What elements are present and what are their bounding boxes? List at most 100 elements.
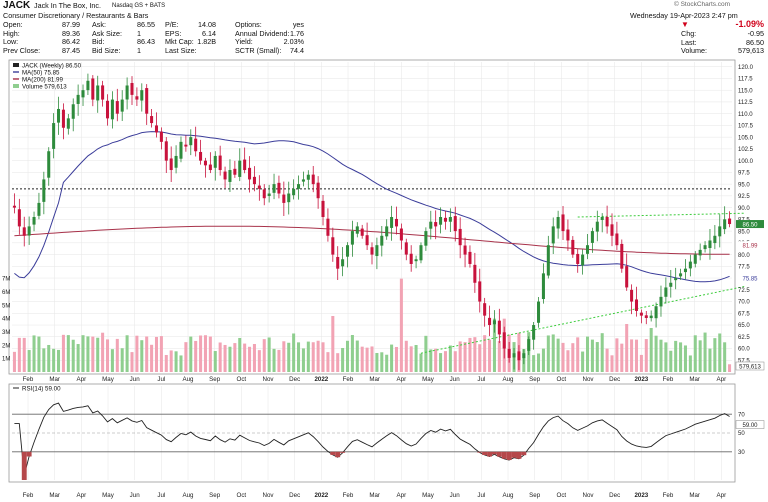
watermark: © StockCharts.com xyxy=(674,1,731,8)
chart-header: JACK Jack In The Box, Inc. Nasdaq GS + B… xyxy=(0,0,768,62)
candle-body xyxy=(605,216,609,227)
last-label: Last: xyxy=(681,37,697,47)
candle-body xyxy=(478,281,482,302)
time-tick-label: Nov xyxy=(262,376,274,383)
price-tick-label: 112.5 xyxy=(738,100,753,106)
candle-body xyxy=(595,221,599,232)
candle-body xyxy=(693,254,697,264)
candle-body xyxy=(566,229,570,241)
candle-body xyxy=(37,202,41,216)
candle-body xyxy=(355,226,359,234)
time-tick-label: Nov xyxy=(262,492,274,499)
volume-bar xyxy=(243,343,247,372)
time-tick-label: Sep xyxy=(209,492,221,499)
candle-body xyxy=(522,353,526,359)
volume-bar xyxy=(76,344,80,372)
candle-body xyxy=(52,123,56,149)
volume-bar xyxy=(399,278,403,372)
time-tick-label: Mar xyxy=(369,376,380,383)
volume-bar xyxy=(154,336,159,372)
open-label: Open: xyxy=(3,20,23,29)
volume-bar xyxy=(605,348,609,372)
volume-bar xyxy=(96,337,100,372)
volume-tick-label: 4M xyxy=(2,317,10,323)
price-tick-label: 80.0 xyxy=(738,253,750,259)
volume-tick-label: 5M xyxy=(2,303,10,309)
volume-bar xyxy=(27,350,31,372)
candle-body xyxy=(502,332,506,349)
candle-body xyxy=(683,268,687,273)
book-values: 86.55 1 86.43 1 xyxy=(137,20,155,55)
candle-body xyxy=(443,217,447,222)
candle-body xyxy=(537,301,541,323)
candle-body xyxy=(488,317,492,326)
volume-bar xyxy=(551,334,555,372)
price-tick-label: 67.5 xyxy=(738,311,750,317)
volume-tick-label: 2M xyxy=(2,343,10,349)
volume-bar xyxy=(458,341,462,372)
price-tick-label: 92.5 xyxy=(738,194,750,200)
candle-body xyxy=(341,259,345,267)
time-tick-label: Nov xyxy=(582,376,594,383)
time-tick-label: Jul xyxy=(157,492,165,499)
sector-label: Consumer Discretionary / Restaurants & B… xyxy=(3,11,149,20)
time-tick-label: Apr xyxy=(717,492,727,499)
price-tick-label: 100.0 xyxy=(738,159,754,165)
candle-body xyxy=(105,100,110,119)
candle-body xyxy=(556,217,560,229)
sctr-label: SCTR (Small): xyxy=(235,45,282,55)
volume-bar xyxy=(532,355,536,372)
volume-bar xyxy=(414,345,418,372)
candle-body xyxy=(66,118,70,129)
volume-bar xyxy=(693,335,697,372)
ask-size-label: Ask Size: xyxy=(92,28,122,38)
candle-body xyxy=(47,151,51,178)
candle-body xyxy=(262,189,266,199)
candle-body xyxy=(630,289,634,302)
volume-bar xyxy=(537,353,541,372)
volume-bar xyxy=(355,340,359,372)
candle-body xyxy=(399,228,403,241)
open-value: 87.99 xyxy=(62,20,80,29)
candle-body xyxy=(419,245,423,261)
volume-bar xyxy=(478,344,482,372)
price-tick-label: 70.0 xyxy=(738,300,750,306)
candle-body xyxy=(203,160,207,166)
bid-size-label: Bid Size: xyxy=(92,45,121,55)
candle-body xyxy=(292,188,296,196)
candle-body xyxy=(551,226,555,244)
volume-bar xyxy=(341,347,345,372)
candle-body xyxy=(581,254,585,266)
legend-ma50: MA(50) 75.85 xyxy=(22,70,60,77)
quote-date: Wednesday 19-Apr-2023 2:47 pm xyxy=(630,11,738,20)
time-tick-label: May xyxy=(102,376,115,383)
candle-body xyxy=(517,351,521,361)
dividend-value: 1.76 xyxy=(290,28,304,38)
volume-bar xyxy=(262,339,266,372)
volume-bar xyxy=(683,345,687,372)
candle-body xyxy=(409,253,413,264)
time-tick-label: Sep xyxy=(529,376,541,383)
volume-bar xyxy=(703,332,707,372)
candle-body xyxy=(164,141,168,161)
volume-tag-bg xyxy=(735,361,765,371)
volume-tag: 579,613 xyxy=(739,364,761,370)
candle-body xyxy=(199,151,203,161)
candle-body xyxy=(223,171,227,180)
candle-body xyxy=(345,245,350,257)
candle-body xyxy=(120,99,124,112)
company-name: Jack In The Box, Inc. xyxy=(34,1,101,10)
time-tick-label: Feb xyxy=(343,376,354,383)
time-tick-label: Feb xyxy=(663,376,674,383)
candle-body xyxy=(541,273,545,300)
time-tick-label: Jul xyxy=(477,376,485,383)
time-tick-label: Feb xyxy=(663,492,674,499)
mkt-cap-label: Mkt Cap: xyxy=(165,37,194,47)
high-label: High: xyxy=(3,28,20,38)
pe-label: P/E: xyxy=(165,20,179,29)
candle-body xyxy=(189,137,193,146)
candle-body xyxy=(434,222,438,227)
time-tick-label: Mar xyxy=(49,376,60,383)
candle-body xyxy=(698,249,702,256)
